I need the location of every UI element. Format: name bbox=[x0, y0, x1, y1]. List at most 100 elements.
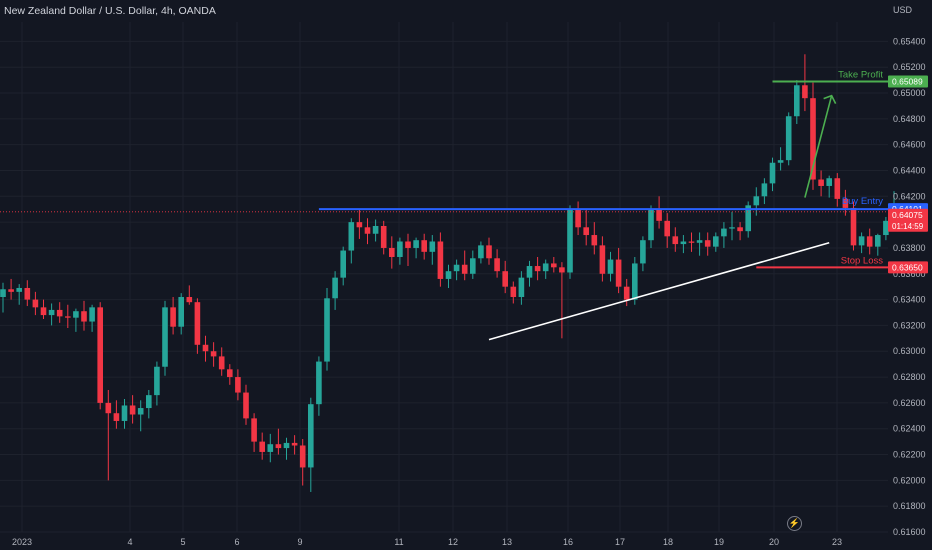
candle-body bbox=[534, 266, 541, 272]
candle-body bbox=[567, 209, 573, 273]
candle-body bbox=[802, 85, 808, 99]
candle-body bbox=[170, 307, 176, 327]
time-tick-label: 16 bbox=[563, 537, 573, 547]
candle-body bbox=[461, 264, 468, 274]
candle-body bbox=[210, 351, 217, 357]
price-tick-label: 0.64600 bbox=[893, 140, 926, 150]
candle-body bbox=[178, 297, 184, 327]
candle-body bbox=[243, 392, 249, 419]
candle-body bbox=[299, 445, 306, 468]
time-tick-label: 17 bbox=[615, 537, 625, 547]
candle-body bbox=[599, 245, 606, 274]
candle-body bbox=[777, 160, 784, 163]
candle-body bbox=[429, 241, 436, 252]
candle-body bbox=[721, 228, 727, 237]
time-tick-label: 11 bbox=[394, 537, 403, 547]
price-tick-label: 0.63600 bbox=[893, 269, 926, 279]
candle-body bbox=[510, 286, 517, 298]
price-tick-label: 0.63200 bbox=[893, 320, 926, 330]
currency-label: USD bbox=[893, 5, 913, 15]
candle-body bbox=[437, 241, 444, 279]
stop-loss-label: Stop Loss bbox=[841, 255, 883, 266]
candle-body bbox=[810, 98, 816, 180]
candle-body bbox=[785, 116, 792, 161]
candle-body bbox=[218, 356, 225, 370]
candle-body bbox=[713, 236, 719, 247]
candle-body bbox=[875, 235, 881, 247]
time-tick-label: 5 bbox=[180, 537, 185, 547]
countdown-tag: 01:14:59 bbox=[892, 222, 924, 231]
candle-body bbox=[470, 258, 476, 274]
trendline bbox=[488, 242, 830, 341]
time-tick-label: 6 bbox=[234, 537, 239, 547]
candle-body bbox=[421, 240, 427, 252]
time-tick-label: 19 bbox=[714, 537, 724, 547]
candle-body bbox=[623, 286, 630, 300]
candle-body bbox=[737, 227, 743, 232]
candle-body bbox=[97, 307, 103, 403]
time-tick-label: 23 bbox=[832, 537, 842, 547]
candle-body bbox=[518, 277, 525, 298]
price-tick-label: 0.62600 bbox=[893, 398, 926, 408]
candle-body bbox=[842, 198, 849, 208]
price-tick-label: 0.64200 bbox=[893, 191, 926, 201]
candle-body bbox=[48, 309, 55, 316]
candle-body bbox=[16, 287, 22, 292]
price-tick-label: 0.63400 bbox=[893, 295, 926, 305]
candle-body bbox=[405, 241, 411, 248]
time-tick-label: 13 bbox=[502, 537, 512, 547]
candle-body bbox=[769, 162, 776, 184]
candle-body bbox=[235, 377, 241, 393]
candle-body bbox=[526, 266, 533, 278]
candle-body bbox=[81, 311, 87, 322]
candle-body bbox=[883, 220, 889, 236]
price-tick-label: 0.64400 bbox=[893, 165, 926, 175]
candle-body bbox=[615, 259, 622, 287]
candle-body bbox=[494, 258, 500, 272]
candle-body bbox=[154, 366, 160, 396]
candle-body bbox=[267, 444, 274, 452]
candle-body bbox=[389, 247, 395, 257]
candle-body bbox=[704, 240, 711, 247]
candle-body bbox=[729, 227, 735, 229]
price-tick-label: 0.61600 bbox=[893, 527, 926, 537]
candle-body bbox=[291, 442, 298, 446]
candle-body bbox=[753, 196, 760, 206]
candle-body bbox=[478, 245, 484, 259]
stop-loss-price-tag-bg bbox=[888, 261, 928, 274]
stop-loss-price-tag: 0.63650 bbox=[892, 262, 923, 272]
candle-body bbox=[672, 236, 679, 245]
candle-body bbox=[397, 241, 403, 257]
candle-body bbox=[89, 307, 95, 322]
candle-body bbox=[121, 405, 128, 421]
candle-body bbox=[324, 298, 330, 362]
time-tick-label: 2023 bbox=[12, 537, 32, 547]
candle-body bbox=[32, 299, 39, 308]
take-profit-price-tag-bg bbox=[888, 75, 928, 88]
candle-body bbox=[688, 241, 695, 243]
lightning-icon[interactable]: ⚡ bbox=[787, 516, 802, 531]
candle-body bbox=[575, 209, 581, 228]
candle-body bbox=[866, 236, 873, 247]
price-axis: 0.65400 0.65200 0.65000 0.64800 0.64600 0.644… bbox=[888, 36, 928, 537]
candle-body bbox=[186, 297, 193, 303]
candle-body bbox=[656, 209, 662, 221]
candle-body bbox=[445, 271, 452, 279]
time-tick-label: 12 bbox=[448, 537, 458, 547]
candle-body bbox=[834, 178, 841, 199]
price-tick-label: 0.62200 bbox=[893, 450, 926, 460]
candle-body bbox=[251, 418, 257, 442]
target-arrow-head bbox=[823, 94, 837, 104]
candle-body bbox=[275, 444, 282, 449]
candle-body bbox=[591, 235, 598, 246]
price-tick-label: 0.62800 bbox=[893, 372, 926, 382]
candle-body bbox=[761, 183, 768, 197]
current-price-tag: 0.64075 bbox=[892, 210, 923, 220]
candle-body bbox=[316, 361, 322, 405]
candle-body bbox=[283, 442, 290, 449]
time-tick-label: 4 bbox=[127, 537, 132, 547]
candle-body bbox=[56, 309, 63, 317]
time-tick-label: 18 bbox=[663, 537, 673, 547]
candle-body bbox=[850, 207, 857, 246]
